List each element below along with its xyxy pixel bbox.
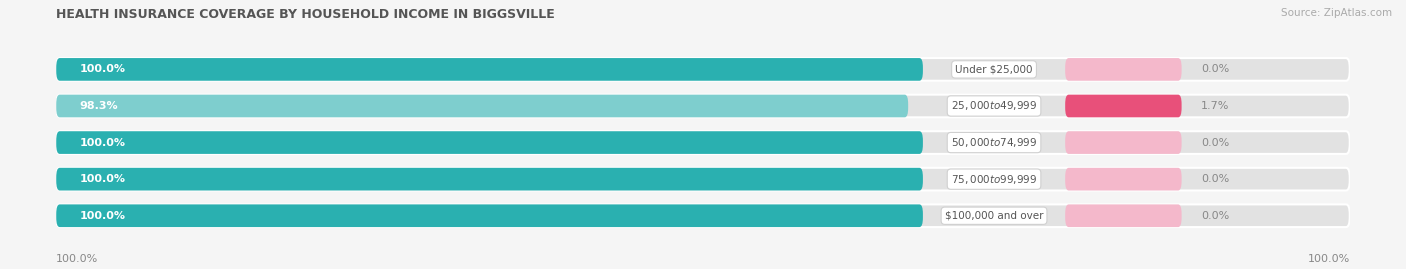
FancyBboxPatch shape [56, 168, 1350, 190]
Text: HEALTH INSURANCE COVERAGE BY HOUSEHOLD INCOME IN BIGGSVILLE: HEALTH INSURANCE COVERAGE BY HOUSEHOLD I… [56, 8, 555, 21]
FancyBboxPatch shape [56, 131, 1350, 154]
Text: Source: ZipAtlas.com: Source: ZipAtlas.com [1281, 8, 1392, 18]
FancyBboxPatch shape [56, 204, 922, 227]
Text: 0.0%: 0.0% [1201, 174, 1229, 184]
Text: 100.0%: 100.0% [56, 254, 98, 264]
FancyBboxPatch shape [56, 95, 1350, 117]
Text: 100.0%: 100.0% [80, 64, 125, 75]
Text: 0.0%: 0.0% [1201, 137, 1229, 148]
FancyBboxPatch shape [56, 204, 1350, 227]
FancyBboxPatch shape [56, 168, 922, 190]
FancyBboxPatch shape [1066, 204, 1181, 227]
FancyBboxPatch shape [56, 95, 908, 117]
Text: 98.3%: 98.3% [80, 101, 118, 111]
Text: 100.0%: 100.0% [1308, 254, 1350, 264]
Text: $25,000 to $49,999: $25,000 to $49,999 [950, 100, 1038, 112]
Text: 100.0%: 100.0% [80, 137, 125, 148]
FancyBboxPatch shape [1066, 131, 1181, 154]
FancyBboxPatch shape [56, 58, 922, 81]
FancyBboxPatch shape [1066, 168, 1181, 190]
Text: 0.0%: 0.0% [1201, 211, 1229, 221]
FancyBboxPatch shape [56, 131, 922, 154]
Text: $75,000 to $99,999: $75,000 to $99,999 [950, 173, 1038, 186]
FancyBboxPatch shape [1066, 95, 1181, 117]
Legend: With Coverage, Without Coverage: With Coverage, Without Coverage [582, 268, 824, 269]
FancyBboxPatch shape [1066, 58, 1181, 81]
FancyBboxPatch shape [56, 58, 1350, 81]
Text: Under $25,000: Under $25,000 [955, 64, 1033, 75]
Text: 0.0%: 0.0% [1201, 64, 1229, 75]
Text: $100,000 and over: $100,000 and over [945, 211, 1043, 221]
Text: 1.7%: 1.7% [1201, 101, 1229, 111]
Text: $50,000 to $74,999: $50,000 to $74,999 [950, 136, 1038, 149]
Text: 100.0%: 100.0% [80, 174, 125, 184]
Text: 100.0%: 100.0% [80, 211, 125, 221]
